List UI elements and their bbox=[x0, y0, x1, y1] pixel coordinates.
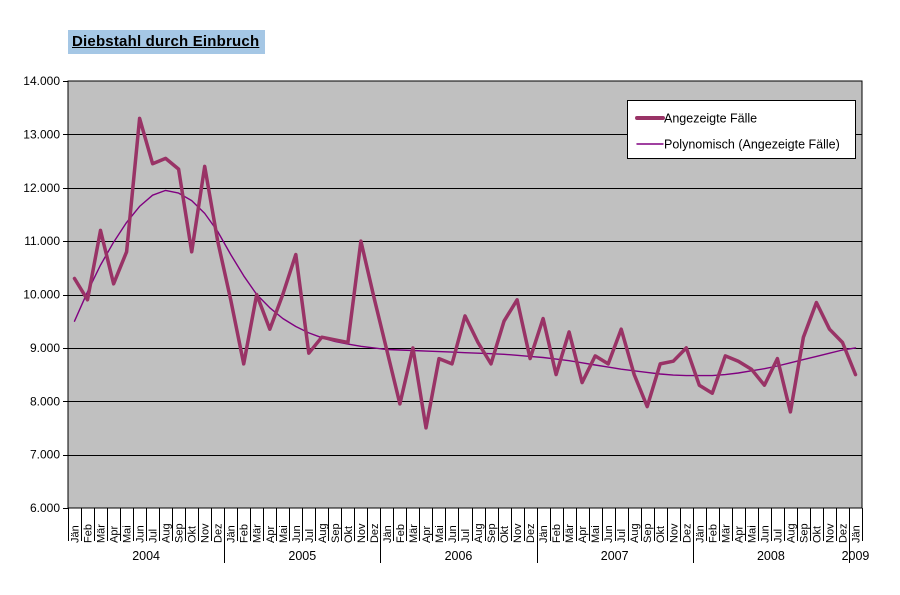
x-month-label: Dez bbox=[213, 523, 225, 543]
y-axis-label: 11.000 bbox=[24, 234, 60, 248]
x-month-label: Sep bbox=[174, 523, 186, 543]
x-month-label: Dez bbox=[369, 523, 381, 543]
x-month-label: Jän bbox=[70, 525, 82, 543]
x-month-label: Dez bbox=[681, 523, 693, 543]
x-month-label: Okt bbox=[187, 526, 199, 543]
x-month-label: Mär bbox=[252, 524, 264, 543]
legend-box[interactable] bbox=[627, 100, 856, 159]
x-month-label: Nov bbox=[668, 523, 680, 543]
x-month-label: Sep bbox=[330, 523, 342, 543]
x-month-label: Dez bbox=[837, 523, 849, 543]
x-month-label: Mär bbox=[720, 524, 732, 543]
x-month-label: Aug bbox=[317, 523, 329, 543]
x-month-label: Jul bbox=[772, 529, 784, 543]
x-month-label: Jul bbox=[304, 529, 316, 543]
x-year-label: 2009 bbox=[842, 549, 870, 563]
x-month-label: Jän bbox=[226, 525, 238, 543]
x-month-label: Aug bbox=[629, 523, 641, 543]
x-year-label: 2004 bbox=[132, 549, 160, 563]
y-axis-label: 7.000 bbox=[30, 448, 60, 462]
x-month-label: Nov bbox=[356, 523, 368, 543]
x-month-label: Jun bbox=[291, 525, 303, 543]
x-year-label: 2008 bbox=[757, 549, 785, 563]
chart-title[interactable]: Diebstahl durch Einbruch bbox=[68, 30, 266, 54]
x-month-label: Aug bbox=[161, 523, 173, 543]
y-axis-label: 12.000 bbox=[23, 181, 60, 195]
x-month-label: Aug bbox=[785, 523, 797, 543]
y-axis-label: 10.000 bbox=[23, 288, 60, 302]
x-month-label: Jun bbox=[603, 525, 615, 543]
x-month-label: Dez bbox=[525, 523, 537, 543]
y-axis-label: 6.000 bbox=[30, 501, 60, 515]
x-month-label: Mai bbox=[122, 525, 134, 543]
legend-item-label: Angezeigte Fälle bbox=[664, 112, 757, 126]
y-axis-label: 14.000 bbox=[23, 74, 60, 88]
legend-item-label: Polynomisch (Angezeigte Fälle) bbox=[664, 138, 840, 152]
y-axis-label: 9.000 bbox=[30, 341, 60, 355]
x-month-label: Mai bbox=[278, 525, 290, 543]
y-axis-label: 13.000 bbox=[23, 127, 60, 141]
x-month-label: Mai bbox=[746, 525, 758, 543]
x-month-label: Jän bbox=[694, 525, 706, 543]
trendline-polynomisch bbox=[73, 189, 857, 377]
x-month-label: Feb bbox=[551, 524, 563, 543]
x-month-label: Feb bbox=[239, 524, 251, 543]
x-month-label: Mär bbox=[96, 524, 108, 543]
x-month-label: Okt bbox=[811, 526, 823, 543]
x-month-label: Apr bbox=[421, 526, 433, 543]
x-month-label: Apr bbox=[109, 526, 121, 543]
x-month-label: Jul bbox=[148, 529, 160, 543]
x-month-label: Jän bbox=[850, 525, 862, 543]
x-month-label: Nov bbox=[824, 523, 836, 543]
x-year-label: 2007 bbox=[601, 549, 629, 563]
x-month-label: Mai bbox=[590, 525, 602, 543]
x-month-label: Mär bbox=[408, 524, 420, 543]
x-month-label: Aug bbox=[473, 523, 485, 543]
x-month-label: Okt bbox=[655, 526, 667, 543]
x-month-label: Feb bbox=[395, 524, 407, 543]
x-month-label: Sep bbox=[642, 523, 654, 543]
x-month-label: Apr bbox=[733, 526, 745, 543]
x-month-label: Feb bbox=[83, 524, 95, 543]
x-month-label: Okt bbox=[499, 526, 511, 543]
x-month-label: Feb bbox=[707, 524, 719, 543]
x-month-label: Sep bbox=[486, 523, 498, 543]
x-month-label: Jän bbox=[382, 525, 394, 543]
x-month-label: Jul bbox=[460, 529, 472, 543]
x-month-label: Sep bbox=[798, 523, 810, 543]
x-month-label: Apr bbox=[577, 526, 589, 543]
x-month-label: Mär bbox=[564, 524, 576, 543]
x-month-label: Nov bbox=[200, 523, 212, 543]
x-month-label: Jun bbox=[135, 525, 147, 543]
y-axis-label: 8.000 bbox=[30, 394, 60, 408]
x-month-label: Apr bbox=[265, 526, 277, 543]
x-year-label: 2006 bbox=[445, 549, 473, 563]
x-month-label: Jän bbox=[538, 525, 550, 543]
x-year-label: 2005 bbox=[288, 549, 316, 563]
x-month-label: Okt bbox=[343, 526, 355, 543]
x-month-label: Jun bbox=[447, 525, 459, 543]
x-month-label: Mai bbox=[434, 525, 446, 543]
x-month-label: Jun bbox=[759, 525, 771, 543]
x-month-label: Jul bbox=[616, 529, 628, 543]
x-month-label: Nov bbox=[512, 523, 524, 543]
series-line-angezeigte-faelle bbox=[72, 116, 858, 430]
